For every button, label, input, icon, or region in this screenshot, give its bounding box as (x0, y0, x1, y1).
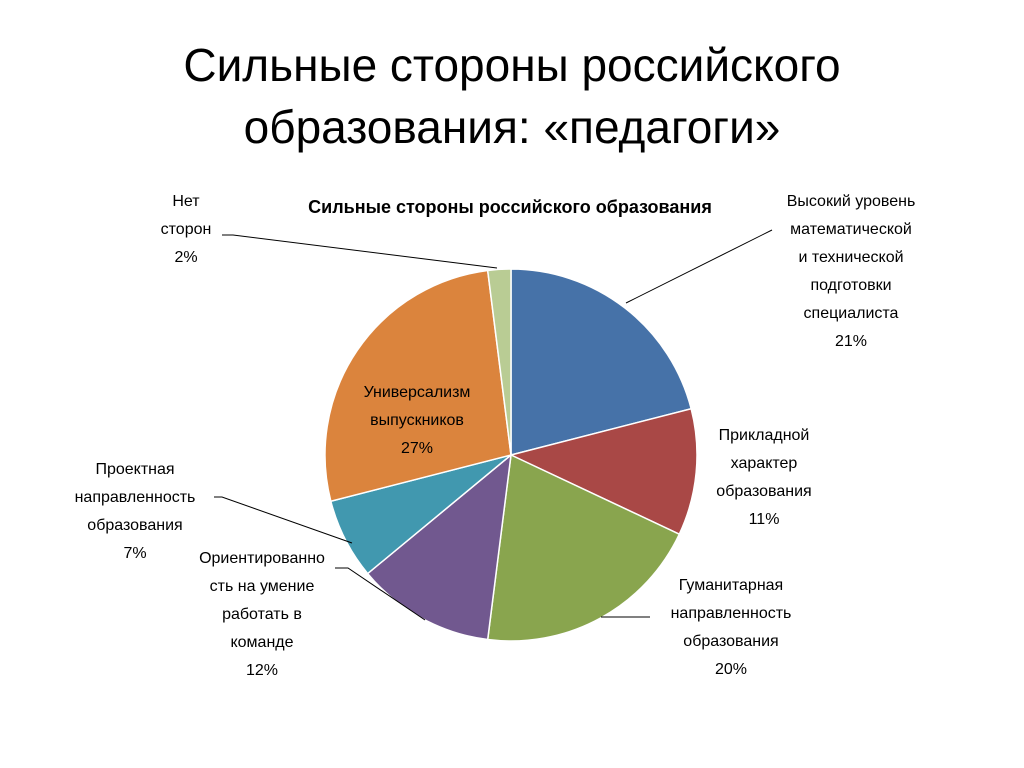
leader-lines (214, 229, 773, 621)
leader-line-7 (222, 234, 498, 269)
data-label-3-line-1: Гуманитарная (679, 577, 783, 594)
data-label-7-line-1: Нет (172, 193, 200, 210)
slide-title-line-2: образования: «педагоги» (243, 101, 781, 153)
data-label-6: Универсализм выпускников 27% (364, 384, 471, 457)
data-label-1: Высокий уровень математической и техническ… (787, 193, 916, 350)
data-label-2-line-4: 11% (749, 511, 780, 528)
data-label-6-line-3: 27% (401, 440, 433, 457)
data-label-4-line-4: команде (230, 634, 293, 651)
pie-slice-6 (324, 269, 512, 503)
leader-line-5 (214, 496, 353, 544)
data-label-5-line-1: Проектная (95, 461, 174, 478)
data-label-6-line-1: Универсализм (364, 384, 471, 401)
data-label-4-line-1: Ориентированно (199, 550, 325, 567)
data-label-2-line-3: образования (716, 483, 811, 500)
data-label-1-line-6: 21% (835, 333, 867, 350)
data-label-1-line-4: подготовки (810, 277, 891, 294)
data-label-2-line-1: Прикладной (719, 427, 810, 444)
slide-title: Сильные стороны российского образования:… (0, 34, 1024, 158)
data-label-2-line-2: характер (731, 455, 798, 472)
data-label-1-line-3: и технической (798, 249, 903, 266)
data-label-1-line-1: Высокий уровень (787, 193, 916, 210)
data-label-4-line-5: 12% (246, 662, 278, 679)
data-label-6-line-2: выпускников (370, 412, 464, 429)
data-label-3-line-2: направленность (671, 605, 792, 622)
data-label-3: Гуманитарная направленность образования 20% (671, 577, 792, 678)
data-label-3-line-3: образования (683, 633, 778, 650)
data-label-2: Прикладной характер образования 11% (716, 427, 811, 528)
leader-line-4 (335, 567, 426, 621)
data-label-7-line-2: сторон (161, 221, 212, 238)
leader-line-1 (625, 229, 773, 304)
data-label-4-line-2: сть на умение (210, 578, 315, 595)
pie-slices (324, 268, 698, 642)
data-label-5: Проектная направленность образования 7% (75, 461, 196, 562)
chart-title: Сильные стороны российского образования (308, 197, 712, 217)
pie-slice-7 (486, 268, 512, 456)
pie-slice-1 (510, 268, 693, 456)
data-label-5-line-2: направленность (75, 489, 196, 506)
data-label-1-line-2: математической (790, 221, 912, 238)
data-label-1-line-5: специалиста (804, 305, 899, 322)
data-label-5-line-3: образования (87, 517, 182, 534)
data-labels: Высокий уровень математической и техническ… (75, 193, 916, 679)
slide-title-line-1: Сильные стороны российского (183, 39, 841, 91)
pie-slice-2 (508, 407, 698, 536)
data-label-3-line-4: 20% (715, 661, 747, 678)
data-label-7-line-3: 2% (174, 249, 197, 266)
data-label-4: Ориентированно сть на умение работать в ком… (199, 550, 325, 679)
data-label-4-line-3: работать в (222, 606, 302, 623)
data-label-7: Нет сторон 2% (161, 193, 212, 266)
pie-slice-3 (486, 453, 681, 642)
data-label-5-line-4: 7% (123, 545, 146, 562)
